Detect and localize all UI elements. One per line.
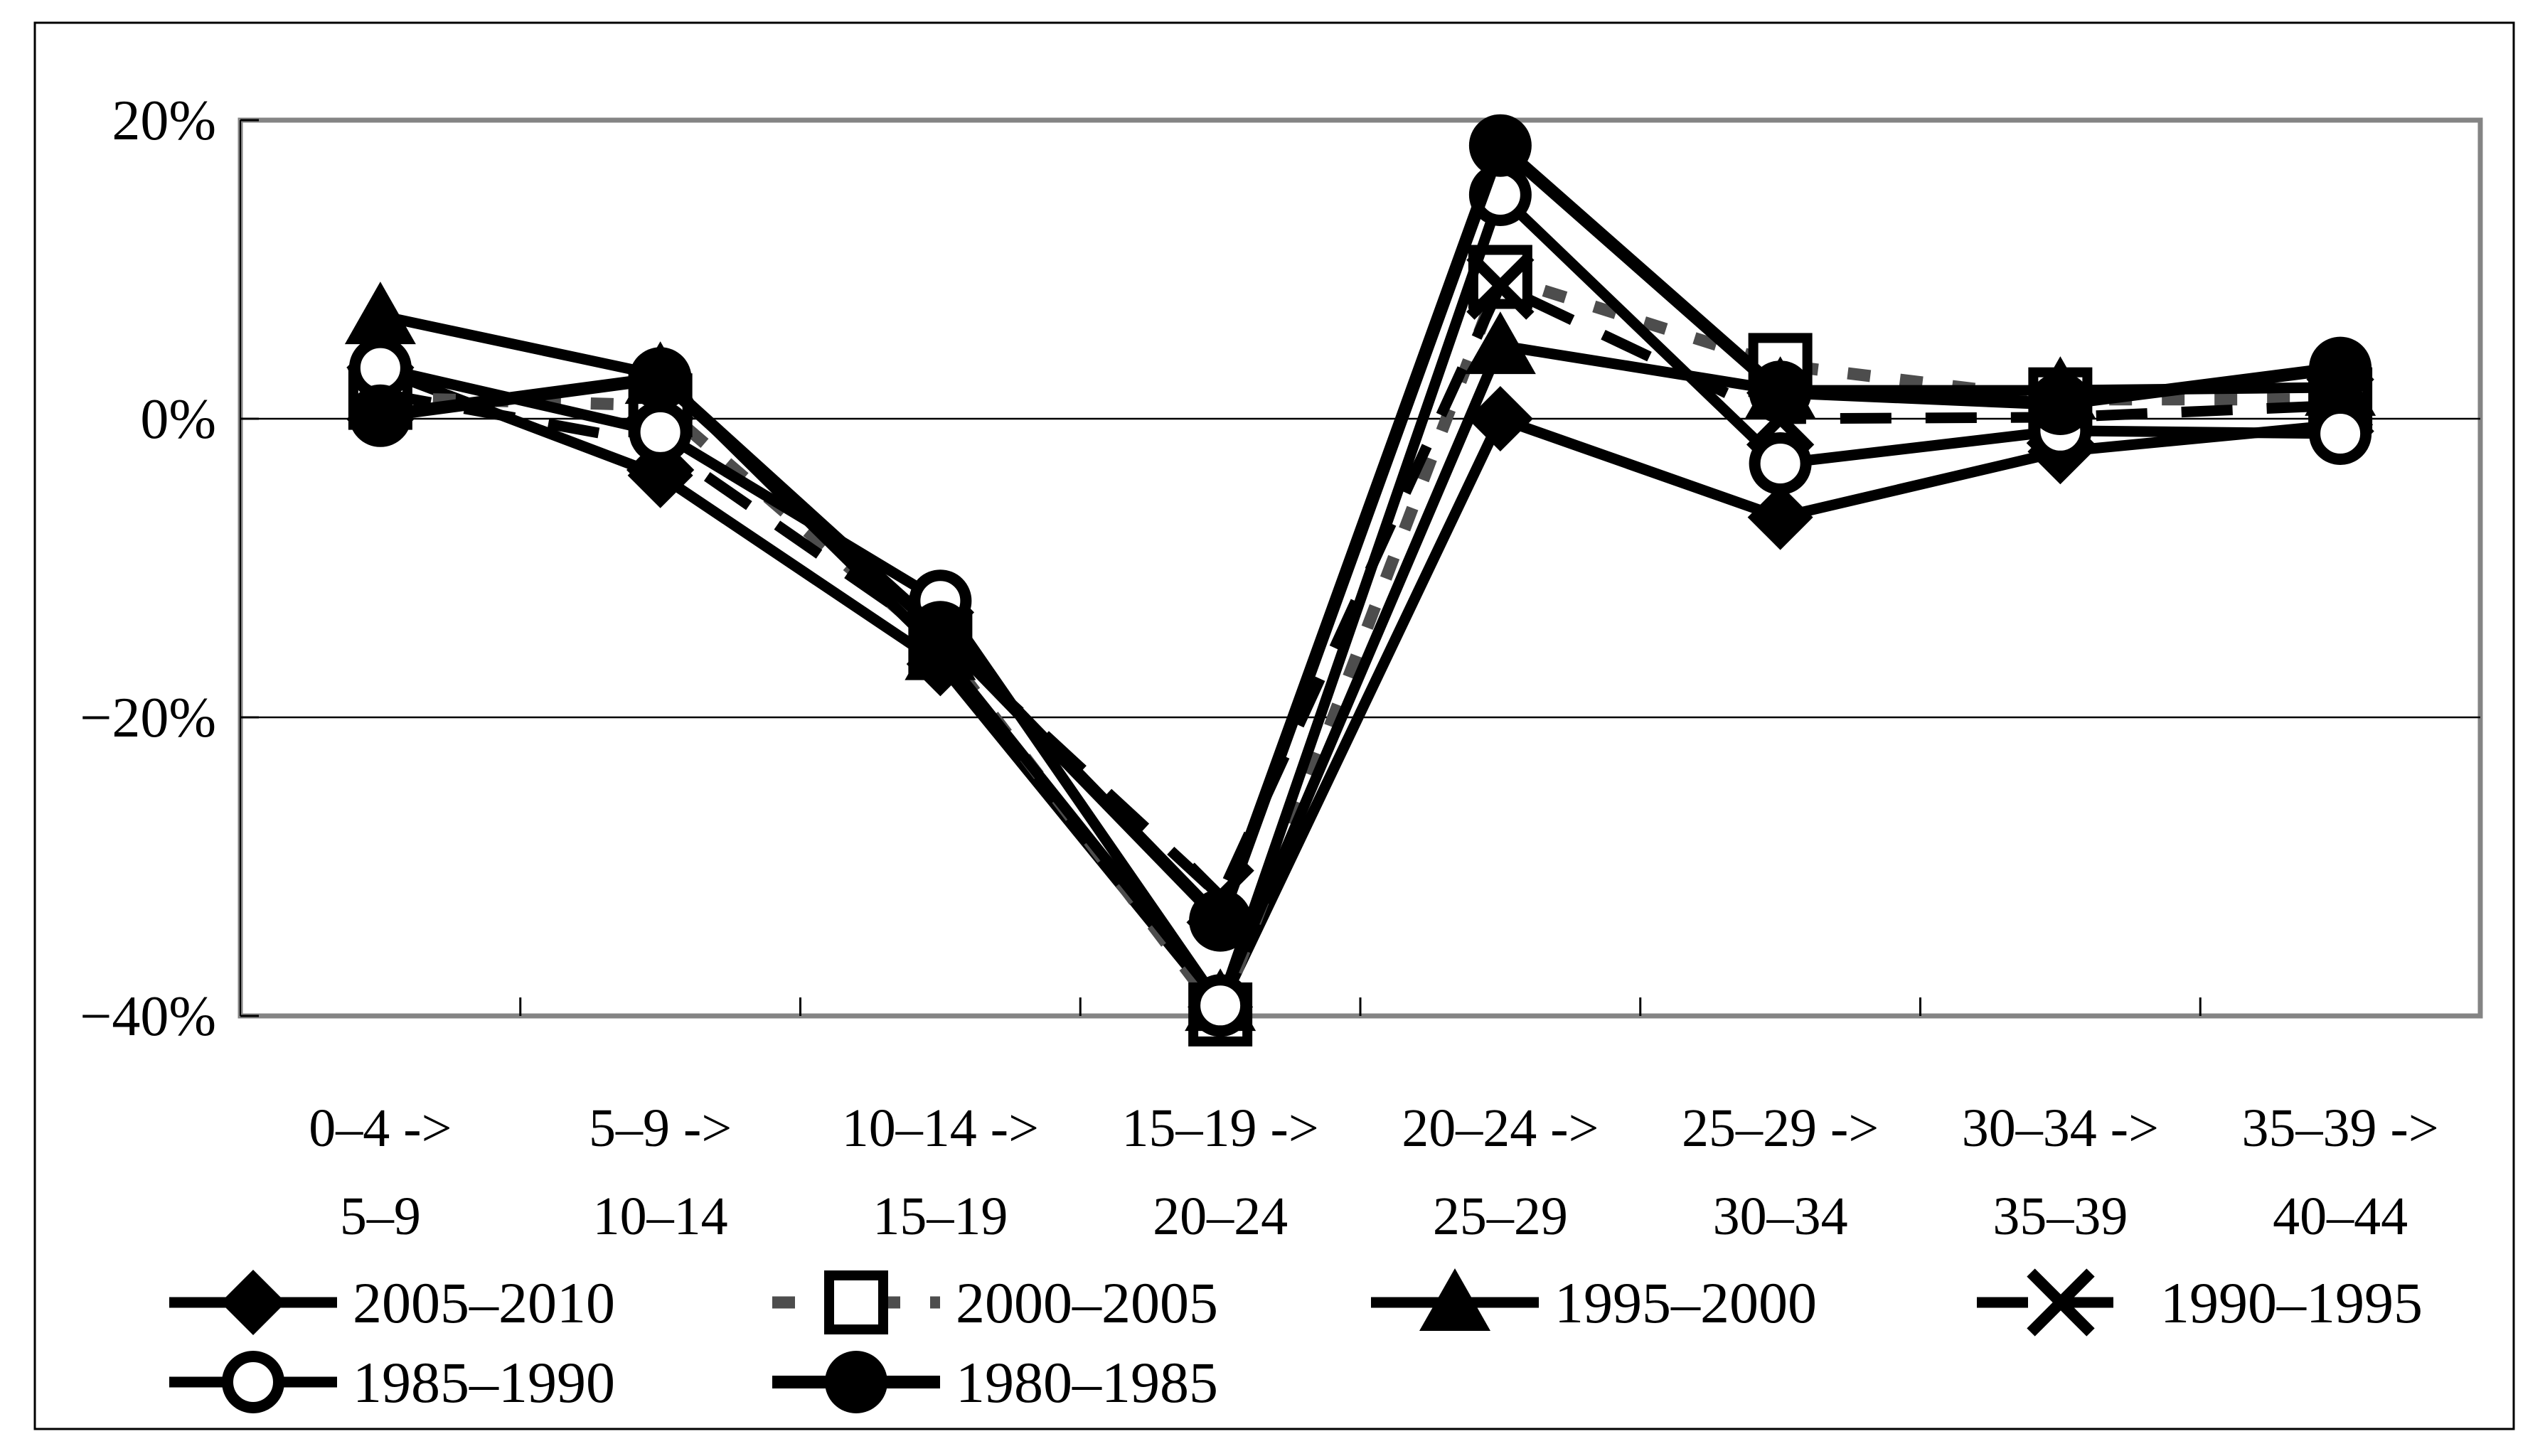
x-category-label-top: 30–34 -> [1962,1098,2159,1158]
x-category-label-top: 15–19 -> [1122,1098,1319,1158]
circle-marker [2309,402,2372,465]
y-tick-label: −40% [80,985,216,1048]
triangle-marker [1464,311,1536,375]
filled-circle-marker [825,1351,887,1413]
legend-label: 1985–1990 [353,1350,615,1415]
legend-label: 1980–1985 [956,1350,1218,1415]
x-category-label-top: 5–9 -> [589,1098,732,1158]
series-line [378,364,2341,1017]
filled-circle-marker [1749,360,1812,424]
diamond-marker [1467,386,1533,451]
triangle-marker [1419,1268,1490,1331]
legend: 2005–2010 2000–2005 1995–2000 1990–1995 1985… [169,1268,2423,1415]
triangle-marker [344,282,416,345]
y-tick-label: 20% [112,90,216,152]
x-category-label-top: 35–39 -> [2242,1098,2439,1158]
y-tick-label: −20% [80,687,216,749]
diamond-marker [220,1270,286,1335]
series-line [379,134,2342,933]
legend-label: 1995–2000 [1554,1270,1817,1335]
circle-marker [1749,432,1812,495]
legend-item-1990-1995: 1990–1995 [1977,1268,2423,1337]
circle-marker [222,1351,284,1413]
y-tick-label: 0% [140,388,216,451]
x-category-label-bottom: 10–14 [593,1187,728,1246]
square-marker [824,1270,888,1334]
x-category-label-bottom: 30–34 [1713,1187,1848,1246]
legend-item-2005-2010: 2005–2010 [169,1270,615,1335]
figure-border [33,21,2515,1430]
x-category-label-bottom: 40–44 [2273,1187,2408,1246]
legend-item-1985-1990: 1985–1990 [169,1350,615,1415]
filled-circle-marker [2029,373,2092,435]
x-category-label-bottom: 25–29 [1433,1187,1568,1246]
filled-circle-marker [909,601,972,664]
x-category-label-top: 20–24 -> [1402,1098,1599,1158]
legend-item-1995-2000: 1995–2000 [1371,1268,1817,1335]
x-category-label-top: 25–29 -> [1682,1098,1879,1158]
circle-marker [629,400,692,464]
series-filled-circle [348,114,2372,952]
x-category-label-bottom: 15–19 [873,1187,1008,1246]
series-line [379,279,2341,906]
filled-circle-marker [348,384,412,447]
legend-item-1980-1985: 1980–1985 [772,1350,1218,1415]
series-open-circle [348,164,2372,1037]
legend-item-2000-2005: 2000–2005 [772,1270,1218,1335]
x-axis-labels: 0–4 -> 5–9 5–9 -> 10–14 10–14 -> 15–19 15–19 -… [309,1098,2438,1246]
series-line [379,185,2341,1017]
legend-label: 1990–1995 [2160,1270,2423,1335]
x-category-label-top: 0–4 -> [309,1098,452,1158]
plot-area-border [238,117,2483,1019]
filled-circle-marker [1189,889,1252,952]
x-marker [1466,252,1535,320]
diamond-marker [1747,484,1813,550]
y-axis: 20% 0% −20% −40% [80,90,259,1048]
filled-circle-marker [629,347,692,410]
filled-circle-marker [2309,336,2372,400]
filled-circle-marker [1468,114,1532,177]
legend-label: 2005–2010 [353,1270,615,1335]
x-marker [2027,1268,2095,1337]
x-category-label-bottom: 20–24 [1153,1187,1288,1246]
x-category-label-bottom: 5–9 [340,1187,421,1246]
x-axis-ticks [519,997,2202,1016]
x-category-label-top: 10–14 -> [842,1098,1039,1158]
circle-marker [1189,974,1252,1037]
legend-label: 2000–2005 [956,1270,1218,1335]
x-category-label-bottom: 35–39 [1992,1187,2128,1246]
